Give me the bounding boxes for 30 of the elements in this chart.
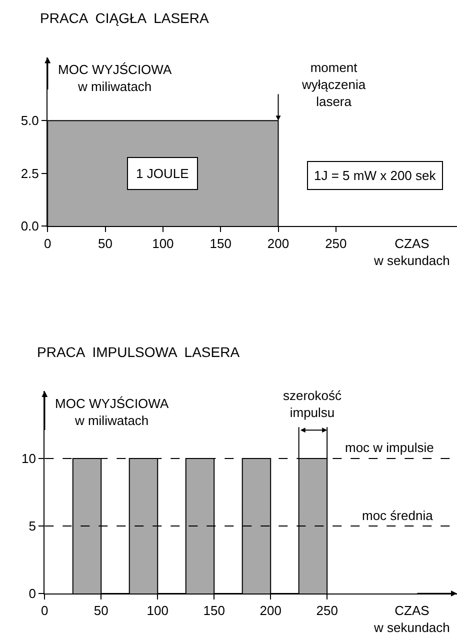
- x-tick-label: 250: [325, 236, 347, 251]
- x-tick-label: 50: [94, 603, 108, 618]
- x-tick-label: 200: [267, 236, 290, 251]
- chart-title: PRACA IMPULSOWA LASERA: [37, 344, 240, 360]
- x-tick-label: 150: [210, 236, 232, 251]
- x-tick-label: 100: [146, 603, 168, 618]
- annotation: moment wyłączenia lasera: [301, 60, 366, 109]
- ref-line-label: moc w impulsie: [345, 440, 434, 455]
- x-axis-title: CZAS w sekundach: [373, 603, 450, 635]
- x-tick-label: 250: [316, 603, 338, 618]
- x-tick-label: 100: [152, 236, 174, 251]
- annotation: szerokość impulsu: [283, 388, 342, 420]
- x-tick-label: 50: [98, 236, 113, 251]
- x-tick-label: 0: [41, 603, 48, 618]
- y-tick-label: 2.5: [20, 166, 39, 181]
- y-tick-label: 0.0: [20, 218, 39, 234]
- annotation: 1J = 5 mW x 200 sek: [314, 168, 436, 183]
- x-axis-title: CZAS w sekundach: [373, 236, 450, 268]
- annotation: 1 JOULE: [136, 166, 190, 181]
- ref-line-label: moc średnia: [362, 508, 434, 523]
- y-tick-label: 5: [28, 518, 36, 534]
- x-tick-label: 0: [44, 236, 52, 251]
- y-axis-title: MOC WYJŚCIOWA w miliwatach: [55, 396, 169, 428]
- y-axis-title: MOC WYJŚCIOWA w miliwatach: [58, 62, 172, 94]
- x-tick-label: 150: [203, 603, 225, 618]
- y-tick-label: 10: [21, 451, 36, 466]
- x-tick-label: 200: [260, 603, 282, 618]
- chart-title: PRACA CIĄGŁA LASERA: [40, 10, 210, 26]
- y-tick-label: 0: [28, 586, 36, 601]
- y-tick-label: 5.0: [20, 113, 39, 128]
